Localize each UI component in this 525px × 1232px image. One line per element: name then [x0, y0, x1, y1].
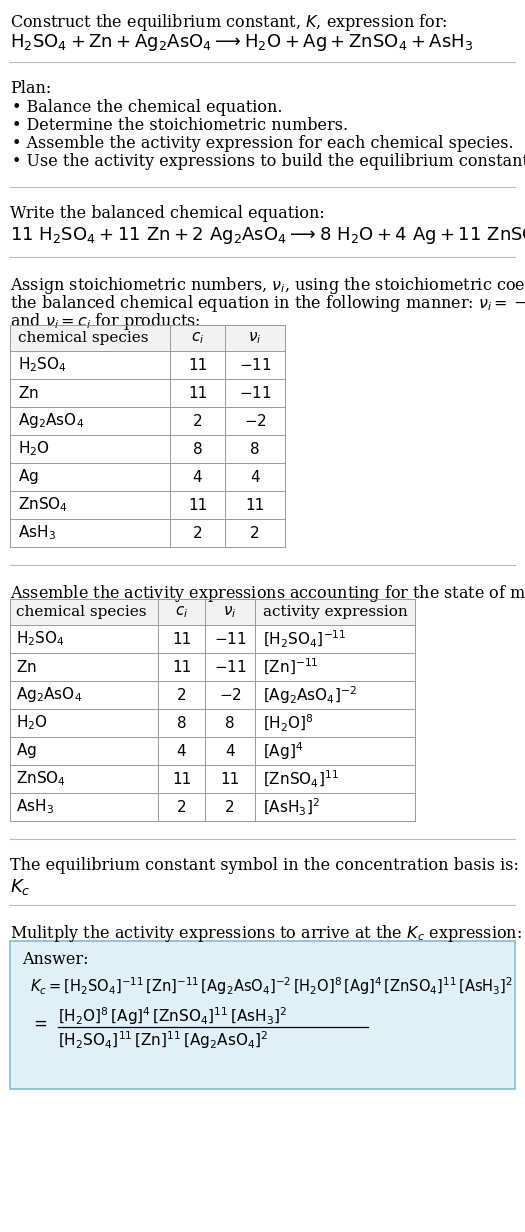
- Text: 4: 4: [225, 743, 235, 759]
- Text: Assign stoichiometric numbers, $\nu_i$, using the stoichiometric coefficients, $: Assign stoichiometric numbers, $\nu_i$, …: [10, 275, 525, 296]
- Text: $[\mathrm{Zn}]^{-11}$: $[\mathrm{Zn}]^{-11}$: [263, 657, 319, 678]
- Text: $c_i$: $c_i$: [175, 604, 188, 620]
- Text: • Balance the chemical equation.: • Balance the chemical equation.: [12, 99, 282, 116]
- Text: $K_c$: $K_c$: [10, 877, 30, 897]
- Text: 8: 8: [250, 441, 260, 457]
- Text: The equilibrium constant symbol in the concentration basis is:: The equilibrium constant symbol in the c…: [10, 857, 519, 873]
- Text: $[\mathrm{H_2O}]^{8}$: $[\mathrm{H_2O}]^{8}$: [263, 712, 314, 733]
- Bar: [10, 941, 515, 1089]
- Text: and $\nu_i = c_i$ for products:: and $\nu_i = c_i$ for products:: [10, 310, 201, 331]
- Text: $-11$: $-11$: [239, 357, 271, 373]
- Text: $\mathrm{11\ H_2SO_4 + 11\ Zn + 2\ Ag_2AsO_4 \longrightarrow 8\ H_2O + 4\ Ag + 1: $\mathrm{11\ H_2SO_4 + 11\ Zn + 2\ Ag_2A…: [10, 225, 525, 246]
- Text: $c_i$: $c_i$: [191, 330, 204, 346]
- Text: $\mathrm{Ag_2AsO_4}$: $\mathrm{Ag_2AsO_4}$: [16, 685, 82, 705]
- Text: $\mathrm{Ag_2AsO_4}$: $\mathrm{Ag_2AsO_4}$: [18, 411, 84, 430]
- Text: 2: 2: [193, 414, 202, 429]
- Text: • Assemble the activity expression for each chemical species.: • Assemble the activity expression for e…: [12, 136, 513, 152]
- Text: $\mathrm{ZnSO_4}$: $\mathrm{ZnSO_4}$: [16, 770, 66, 788]
- Text: $[\mathrm{Ag_2AsO_4}]^{-2}$: $[\mathrm{Ag_2AsO_4}]^{-2}$: [263, 684, 357, 706]
- Text: $-2$: $-2$: [244, 413, 267, 429]
- Text: 2: 2: [225, 800, 235, 814]
- Text: chemical species: chemical species: [18, 331, 149, 345]
- Text: 11: 11: [188, 386, 207, 400]
- Text: Plan:: Plan:: [10, 80, 51, 97]
- Text: 2: 2: [250, 526, 260, 541]
- Text: $-2$: $-2$: [218, 687, 242, 703]
- Text: $\nu_i$: $\nu_i$: [248, 330, 261, 346]
- Text: 11: 11: [220, 771, 239, 786]
- Text: • Use the activity expressions to build the equilibrium constant expression.: • Use the activity expressions to build …: [12, 153, 525, 170]
- Text: $K_c = [\mathrm{H_2SO_4}]^{-11}\,[\mathrm{Zn}]^{-11}\,[\mathrm{Ag_2AsO_4}]^{-2}\: $K_c = [\mathrm{H_2SO_4}]^{-11}\,[\mathr…: [30, 975, 513, 997]
- Text: Mulitply the activity expressions to arrive at the $K_c$ expression:: Mulitply the activity expressions to arr…: [10, 923, 522, 944]
- Text: $\mathrm{ZnSO_4}$: $\mathrm{ZnSO_4}$: [18, 495, 68, 514]
- Text: $\mathrm{Ag}$: $\mathrm{Ag}$: [18, 467, 39, 487]
- Bar: [10, 599, 415, 625]
- Text: 11: 11: [172, 659, 191, 674]
- Text: 2: 2: [177, 800, 186, 814]
- Text: 11: 11: [172, 632, 191, 647]
- Text: Write the balanced chemical equation:: Write the balanced chemical equation:: [10, 205, 325, 222]
- Text: 4: 4: [177, 743, 186, 759]
- Text: $\mathrm{Zn}$: $\mathrm{Zn}$: [16, 659, 37, 675]
- Text: 8: 8: [193, 441, 202, 457]
- Text: the balanced chemical equation in the following manner: $\nu_i = -c_i$ for react: the balanced chemical equation in the fo…: [10, 293, 525, 314]
- Text: $\nu_i$: $\nu_i$: [223, 604, 237, 620]
- Text: activity expression: activity expression: [263, 605, 408, 618]
- Text: $[\mathrm{Ag}]^{4}$: $[\mathrm{Ag}]^{4}$: [263, 740, 303, 761]
- Text: $[\mathrm{AsH_3}]^{2}$: $[\mathrm{AsH_3}]^{2}$: [263, 796, 320, 818]
- Text: $\mathrm{AsH_3}$: $\mathrm{AsH_3}$: [16, 797, 54, 817]
- Text: Assemble the activity expressions accounting for the state of matter and $\nu_i$: Assemble the activity expressions accoun…: [10, 583, 525, 604]
- Text: $\mathrm{Ag}$: $\mathrm{Ag}$: [16, 742, 37, 760]
- Text: $\mathrm{H_2SO_4}$: $\mathrm{H_2SO_4}$: [16, 630, 65, 648]
- Text: • Determine the stoichiometric numbers.: • Determine the stoichiometric numbers.: [12, 117, 348, 134]
- Text: $\mathrm{Zn}$: $\mathrm{Zn}$: [18, 384, 39, 400]
- Text: $\mathrm{H_2SO_4}$: $\mathrm{H_2SO_4}$: [18, 356, 67, 375]
- Text: 2: 2: [177, 687, 186, 702]
- Text: $-11$: $-11$: [239, 384, 271, 400]
- Text: $\mathrm{AsH_3}$: $\mathrm{AsH_3}$: [18, 524, 56, 542]
- Text: 11: 11: [188, 357, 207, 372]
- Text: $[\mathrm{ZnSO_4}]^{11}$: $[\mathrm{ZnSO_4}]^{11}$: [263, 769, 339, 790]
- Text: $=$: $=$: [30, 1014, 47, 1032]
- Text: $\mathrm{H_2O}$: $\mathrm{H_2O}$: [18, 440, 50, 458]
- Text: $-11$: $-11$: [214, 659, 246, 675]
- Text: 4: 4: [193, 469, 202, 484]
- Text: Construct the equilibrium constant, $K$, expression for:: Construct the equilibrium constant, $K$,…: [10, 12, 447, 33]
- Text: $\mathrm{H_2SO_4 + Zn + Ag_2AsO_4 \longrightarrow H_2O + Ag + ZnSO_4 + AsH_3}$: $\mathrm{H_2SO_4 + Zn + Ag_2AsO_4 \longr…: [10, 32, 473, 53]
- Text: $[\mathrm{H_2O}]^{8}\,[\mathrm{Ag}]^{4}\,[\mathrm{ZnSO_4}]^{11}\,[\mathrm{AsH_3}: $[\mathrm{H_2O}]^{8}\,[\mathrm{Ag}]^{4}\…: [58, 1005, 287, 1026]
- Text: 8: 8: [225, 716, 235, 731]
- Text: $[\mathrm{H_2SO_4}]^{-11}$: $[\mathrm{H_2SO_4}]^{-11}$: [263, 628, 346, 649]
- Text: 8: 8: [177, 716, 186, 731]
- Text: 11: 11: [172, 771, 191, 786]
- Text: $\mathrm{H_2O}$: $\mathrm{H_2O}$: [16, 713, 48, 732]
- Text: $[\mathrm{H_2SO_4}]^{11}\,[\mathrm{Zn}]^{11}\,[\mathrm{Ag_2AsO_4}]^{2}$: $[\mathrm{H_2SO_4}]^{11}\,[\mathrm{Zn}]^…: [58, 1029, 268, 1051]
- Text: 11: 11: [188, 498, 207, 513]
- Text: 4: 4: [250, 469, 260, 484]
- Bar: [10, 325, 285, 351]
- Text: 2: 2: [193, 526, 202, 541]
- Text: $-11$: $-11$: [214, 631, 246, 647]
- Text: Answer:: Answer:: [22, 951, 89, 968]
- Text: 11: 11: [245, 498, 265, 513]
- Text: chemical species: chemical species: [16, 605, 146, 618]
